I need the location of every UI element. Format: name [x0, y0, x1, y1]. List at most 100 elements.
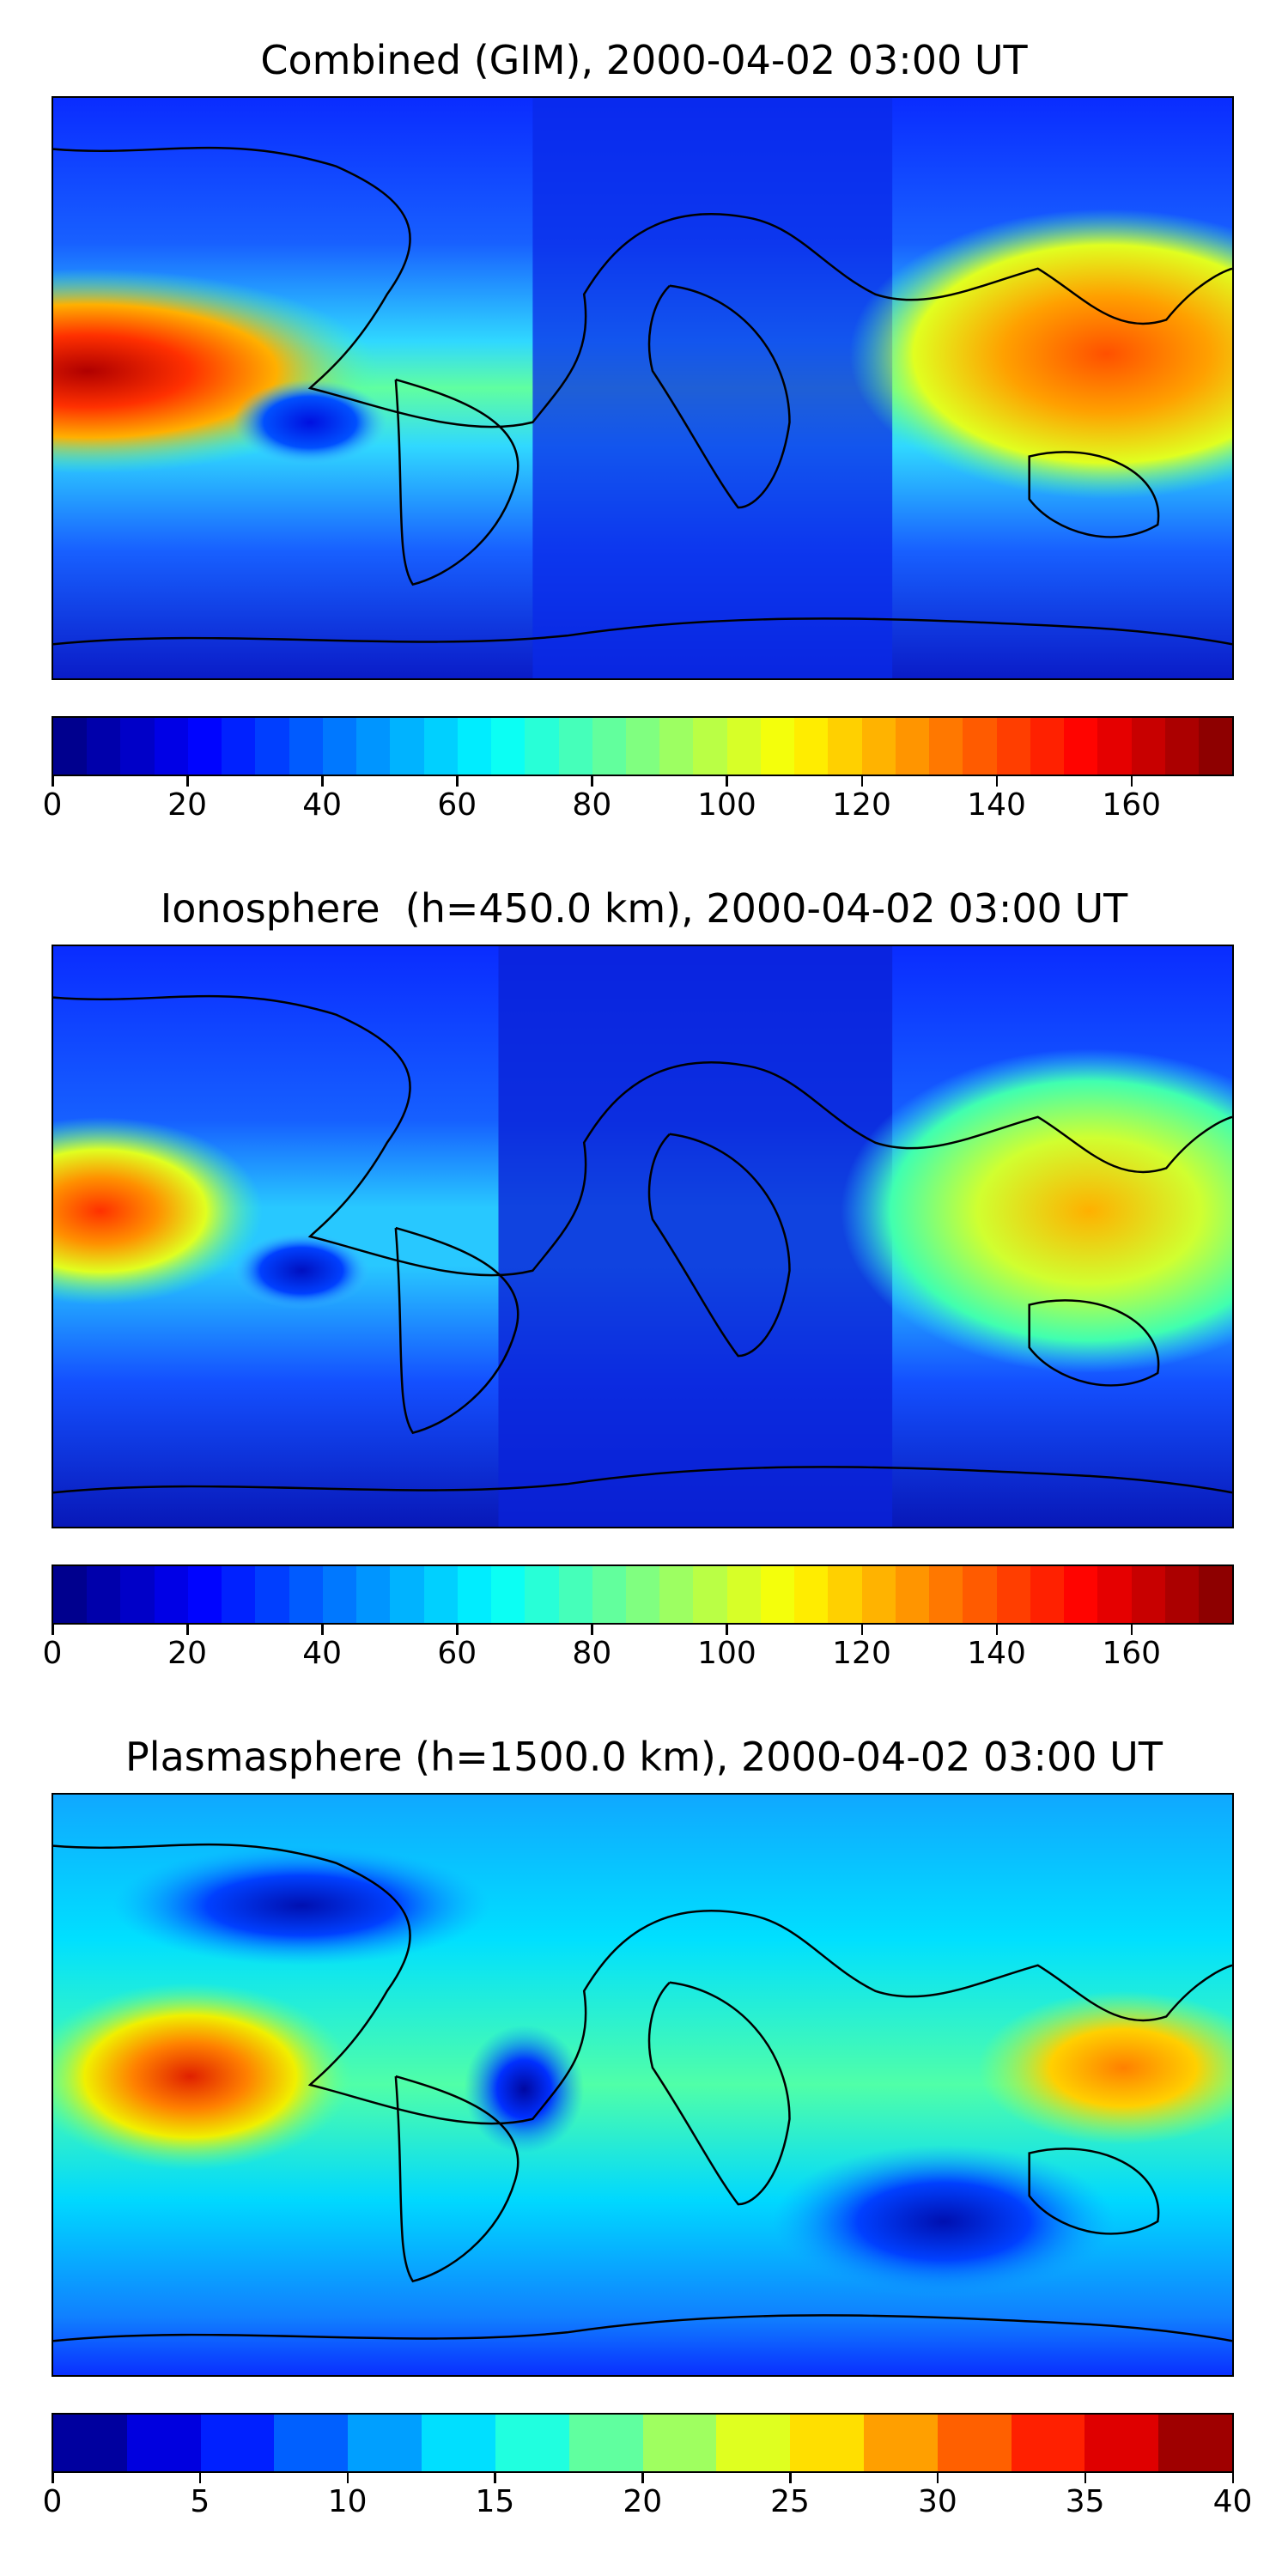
colorbar-segment — [1198, 718, 1233, 775]
colorbar-segment — [558, 1566, 592, 1623]
colorbar-tick-label: 10 — [327, 2484, 368, 2519]
colorbar-tick-mark — [591, 1625, 593, 1635]
colorbar-tick-mark — [494, 2473, 496, 2483]
colorbar-segment — [53, 1566, 88, 1623]
colorbar-segment — [592, 718, 626, 775]
colorbar-tick-label: 140 — [967, 787, 1026, 823]
colorbar-segment — [929, 1566, 963, 1623]
colorbar-tick-label: 0 — [42, 2484, 63, 2519]
colorbar-tick-label: 160 — [1102, 787, 1162, 823]
colorbar-tick-mark — [995, 1625, 999, 1635]
colorbar-segment — [222, 1566, 256, 1623]
colorbar-segment — [348, 2415, 422, 2471]
colorbar-tick-mark — [186, 1625, 189, 1635]
colorbar-tick-mark — [456, 1625, 459, 1635]
map-combined-svg — [53, 98, 1232, 678]
colorbar-segment — [760, 1566, 795, 1623]
colorbar-segment — [996, 718, 1030, 775]
map-ionosphere — [52, 945, 1234, 1528]
colorbar-segment — [1064, 1566, 1098, 1623]
colorbar-segment — [828, 718, 862, 775]
colorbar-tick-mark — [860, 1625, 863, 1635]
colorbar-tick-label: 140 — [967, 1636, 1026, 1671]
panel-title-combined: Combined (GIM), 2000-04-02 03:00 UT — [260, 37, 1028, 83]
colorbar-segment — [1158, 2415, 1232, 2471]
colorbar-segment — [895, 718, 930, 775]
colorbar-segment — [423, 718, 458, 775]
colorbar-tick-mark — [186, 776, 189, 787]
colorbar-tick-label: 20 — [167, 787, 207, 823]
colorbar-segment — [659, 1566, 694, 1623]
colorbar-segment — [963, 718, 997, 775]
colorbar-tick-mark — [1231, 2473, 1234, 2483]
colorbar-segment — [187, 718, 222, 775]
colorbar-tick-mark — [936, 2473, 939, 2483]
colorbar-segment — [716, 2415, 791, 2471]
colorbar-segment — [726, 718, 761, 775]
colorbar-segment — [828, 1566, 862, 1623]
colorbar-segment — [423, 1566, 458, 1623]
colorbar-tick-label: 160 — [1102, 1636, 1162, 1671]
colorbar-segment — [525, 718, 559, 775]
colorbar-tick-label: 80 — [572, 1636, 612, 1671]
colorbar-segment — [1064, 718, 1098, 775]
colorbar-segment — [861, 1566, 896, 1623]
colorbar-tick-mark — [198, 2473, 202, 2483]
colorbar-segment — [356, 1566, 391, 1623]
colorbar-segment — [356, 718, 391, 775]
colorbar-segment — [154, 1566, 188, 1623]
panel-title-plasmasphere: Plasmasphere (h=1500.0 km), 2000-04-02 0… — [125, 1734, 1163, 1780]
colorbar-tick-label: 40 — [302, 1636, 343, 1671]
colorbar-segment — [1198, 1566, 1233, 1623]
colorbar-tick-mark — [456, 776, 459, 787]
colorbar-segment — [422, 2415, 495, 2471]
colorbar-segment — [457, 718, 492, 775]
colorbar-segment — [1131, 718, 1165, 775]
colorbar-segment — [861, 718, 896, 775]
colorbar-segment — [693, 1566, 727, 1623]
colorbar-segment — [274, 2415, 349, 2471]
colorbar-tick-label: 60 — [437, 1636, 477, 1671]
colorbar-segment — [1097, 718, 1132, 775]
colorbar-tick-label: 20 — [167, 1636, 207, 1671]
colorbar-segment — [693, 718, 727, 775]
colorbar-tick-mark — [641, 2473, 644, 2483]
colorbar-segment — [1131, 1566, 1165, 1623]
colorbar-segment — [289, 1566, 323, 1623]
colorbar-tick-label: 35 — [1065, 2484, 1105, 2519]
colorbar-segment — [1097, 1566, 1132, 1623]
colorbar-segment — [491, 718, 526, 775]
colorbar-tick-label: 40 — [1212, 2484, 1253, 2519]
colorbar-segment — [592, 1566, 626, 1623]
colorbar-tick-mark — [1130, 1625, 1133, 1635]
colorbar-segment — [491, 1566, 526, 1623]
colorbar-tick-label: 100 — [697, 1636, 756, 1671]
colorbar-tick-mark — [860, 776, 863, 787]
colorbar-segment — [222, 718, 256, 775]
colorbar-segment — [863, 2415, 938, 2471]
map-ionosphere-svg — [53, 946, 1232, 1527]
colorbar-segment — [937, 2415, 1012, 2471]
colorbar-tick-mark — [52, 1625, 54, 1635]
colorbar-segment — [794, 1566, 829, 1623]
colorbar-tick-label: 120 — [832, 787, 891, 823]
colorbar-tick-mark — [321, 776, 324, 787]
colorbar-segment — [322, 718, 357, 775]
colorbar-combined — [52, 716, 1234, 776]
colorbar-tick-label: 120 — [832, 1636, 891, 1671]
colorbar-segment — [525, 1566, 559, 1623]
colorbar-segment — [53, 2415, 127, 2471]
colorbar-segment — [53, 718, 88, 775]
colorbar-tick-mark — [1084, 2473, 1087, 2483]
colorbar-segment — [390, 1566, 424, 1623]
colorbar-segment — [289, 718, 323, 775]
map-plasmasphere — [52, 1793, 1234, 2377]
colorbar-segment — [642, 2415, 717, 2471]
coastlines-combined — [53, 146, 1232, 646]
colorbar-tick-mark — [591, 776, 593, 787]
colorbar-segment — [322, 1566, 357, 1623]
colorbar-segment — [200, 2415, 275, 2471]
colorbar-segment — [963, 1566, 997, 1623]
colorbar-segment — [390, 718, 424, 775]
colorbar-segment — [154, 718, 188, 775]
